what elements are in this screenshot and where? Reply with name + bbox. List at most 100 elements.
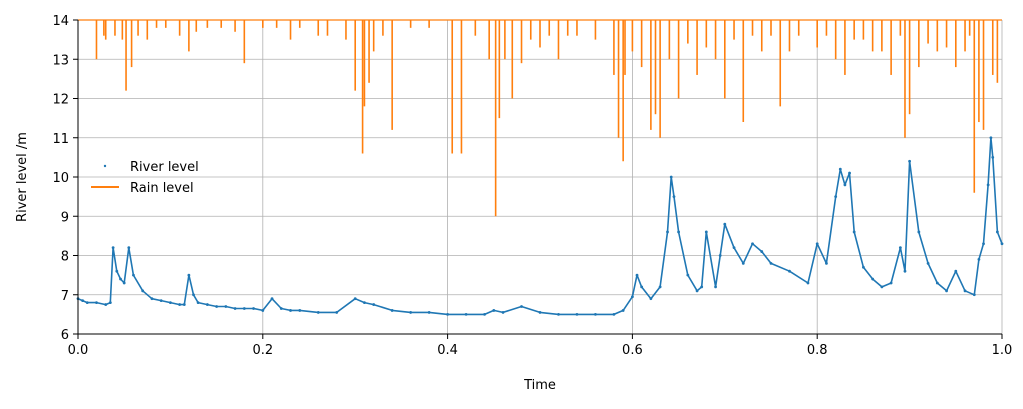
grid-lines bbox=[77, 19, 1003, 335]
river-level-point bbox=[316, 311, 320, 314]
river-level-point bbox=[986, 183, 990, 187]
river-level-point bbox=[270, 297, 274, 301]
river-level-point bbox=[575, 312, 579, 316]
river-level-point bbox=[178, 303, 182, 306]
river-level-point bbox=[672, 195, 676, 199]
river-level-point bbox=[806, 281, 810, 285]
river-level-point bbox=[788, 269, 791, 273]
river-level-point bbox=[945, 289, 948, 293]
x-axis-title: Time bbox=[523, 378, 556, 393]
legend-river-marker bbox=[103, 164, 107, 168]
y-tick-label: 13 bbox=[52, 53, 69, 68]
river-level-point bbox=[649, 297, 653, 301]
river-level-point bbox=[409, 311, 413, 314]
river-level-line bbox=[77, 137, 1003, 316]
river-level-point bbox=[115, 269, 119, 273]
river-level-point bbox=[261, 309, 265, 312]
y-tick-label: 11 bbox=[52, 132, 69, 147]
river-level-point bbox=[889, 281, 893, 285]
river-level-point bbox=[187, 273, 191, 277]
river-level-series bbox=[76, 136, 1004, 316]
river-level-point bbox=[926, 261, 930, 265]
river-level-point bbox=[917, 230, 921, 234]
river-level-point bbox=[279, 307, 283, 310]
river-level-point bbox=[215, 305, 219, 308]
legend-river-label: River level bbox=[130, 160, 199, 175]
river-level-point bbox=[363, 301, 366, 304]
river-level-point bbox=[751, 242, 754, 246]
x-tick-label: 0.0 bbox=[68, 343, 89, 358]
river-level-point bbox=[903, 269, 907, 273]
river-level-point bbox=[335, 311, 339, 314]
river-level-point bbox=[880, 285, 884, 289]
y-tick-label: 12 bbox=[52, 93, 69, 108]
river-level-point bbox=[196, 301, 200, 304]
river-level-point bbox=[732, 246, 736, 250]
river-level-point bbox=[848, 171, 851, 175]
river-level-point bbox=[104, 303, 108, 306]
river-level-point bbox=[192, 293, 195, 297]
river-level-point bbox=[242, 307, 246, 310]
river-level-point bbox=[898, 246, 902, 250]
legend-rain-label: Rain level bbox=[130, 181, 194, 196]
river-level-point bbox=[741, 261, 745, 265]
river-level-point bbox=[141, 289, 145, 293]
river-level-point bbox=[852, 230, 856, 234]
x-tick-label: 0.6 bbox=[622, 343, 643, 358]
river-level-point bbox=[122, 281, 126, 285]
river-level-point bbox=[760, 250, 764, 253]
river-level-point bbox=[372, 303, 376, 306]
y-tick-label: 14 bbox=[52, 14, 69, 29]
river-level-point bbox=[464, 312, 468, 316]
river-level-point bbox=[825, 261, 828, 265]
river-level-point bbox=[963, 289, 967, 293]
axes bbox=[73, 19, 1003, 339]
river-level-point bbox=[233, 307, 237, 310]
river-level-point bbox=[119, 277, 122, 281]
river-level-point bbox=[677, 230, 680, 234]
river-level-point bbox=[538, 311, 542, 314]
river-level-point bbox=[224, 305, 228, 308]
river-level-point bbox=[390, 309, 394, 312]
river-level-point bbox=[159, 299, 163, 303]
river-level-point bbox=[686, 273, 690, 277]
river-level-point bbox=[982, 242, 985, 246]
river-level-point bbox=[972, 293, 976, 297]
river-level-point bbox=[95, 301, 98, 304]
river-level-point bbox=[501, 311, 505, 314]
river-level-point bbox=[132, 273, 135, 277]
river-level-point bbox=[658, 285, 662, 289]
river-level-point bbox=[669, 175, 673, 179]
river-level-point bbox=[205, 303, 209, 306]
river-level-point bbox=[1000, 242, 1004, 246]
river-level-point bbox=[150, 297, 154, 301]
river-level-point bbox=[169, 301, 172, 304]
river-level-point bbox=[977, 258, 981, 261]
y-axis-title: River level /m bbox=[15, 132, 30, 222]
y-tick-label: 10 bbox=[52, 171, 69, 186]
river-level-point bbox=[862, 265, 865, 269]
river-level-point bbox=[991, 155, 995, 159]
river-level-point bbox=[594, 312, 597, 316]
y-tick-label: 6 bbox=[61, 328, 69, 343]
river-level-point bbox=[695, 289, 699, 293]
river-level-point bbox=[427, 311, 431, 314]
tick-labels: 0.0 0.2 0.4 0.6 0.8 1.0 6 7 8 9 10 11 12 13 14 bbox=[52, 14, 1012, 358]
river-level-point bbox=[631, 295, 634, 299]
river-level-point bbox=[700, 285, 704, 289]
rain-level-series bbox=[78, 19, 1002, 217]
legend: River level Rain level bbox=[91, 160, 199, 196]
river-level-point bbox=[492, 309, 496, 312]
river-level-point bbox=[714, 285, 717, 289]
river-level-point bbox=[769, 261, 773, 265]
river-level-point bbox=[908, 159, 911, 163]
x-tick-label: 0.4 bbox=[437, 343, 458, 358]
river-level-point bbox=[838, 167, 842, 171]
river-level-point bbox=[704, 230, 708, 234]
river-level-point bbox=[640, 285, 644, 289]
river-level-point bbox=[954, 269, 958, 273]
y-tick-label: 9 bbox=[61, 210, 69, 225]
river-level-point bbox=[483, 312, 486, 316]
river-level-point bbox=[81, 299, 85, 303]
